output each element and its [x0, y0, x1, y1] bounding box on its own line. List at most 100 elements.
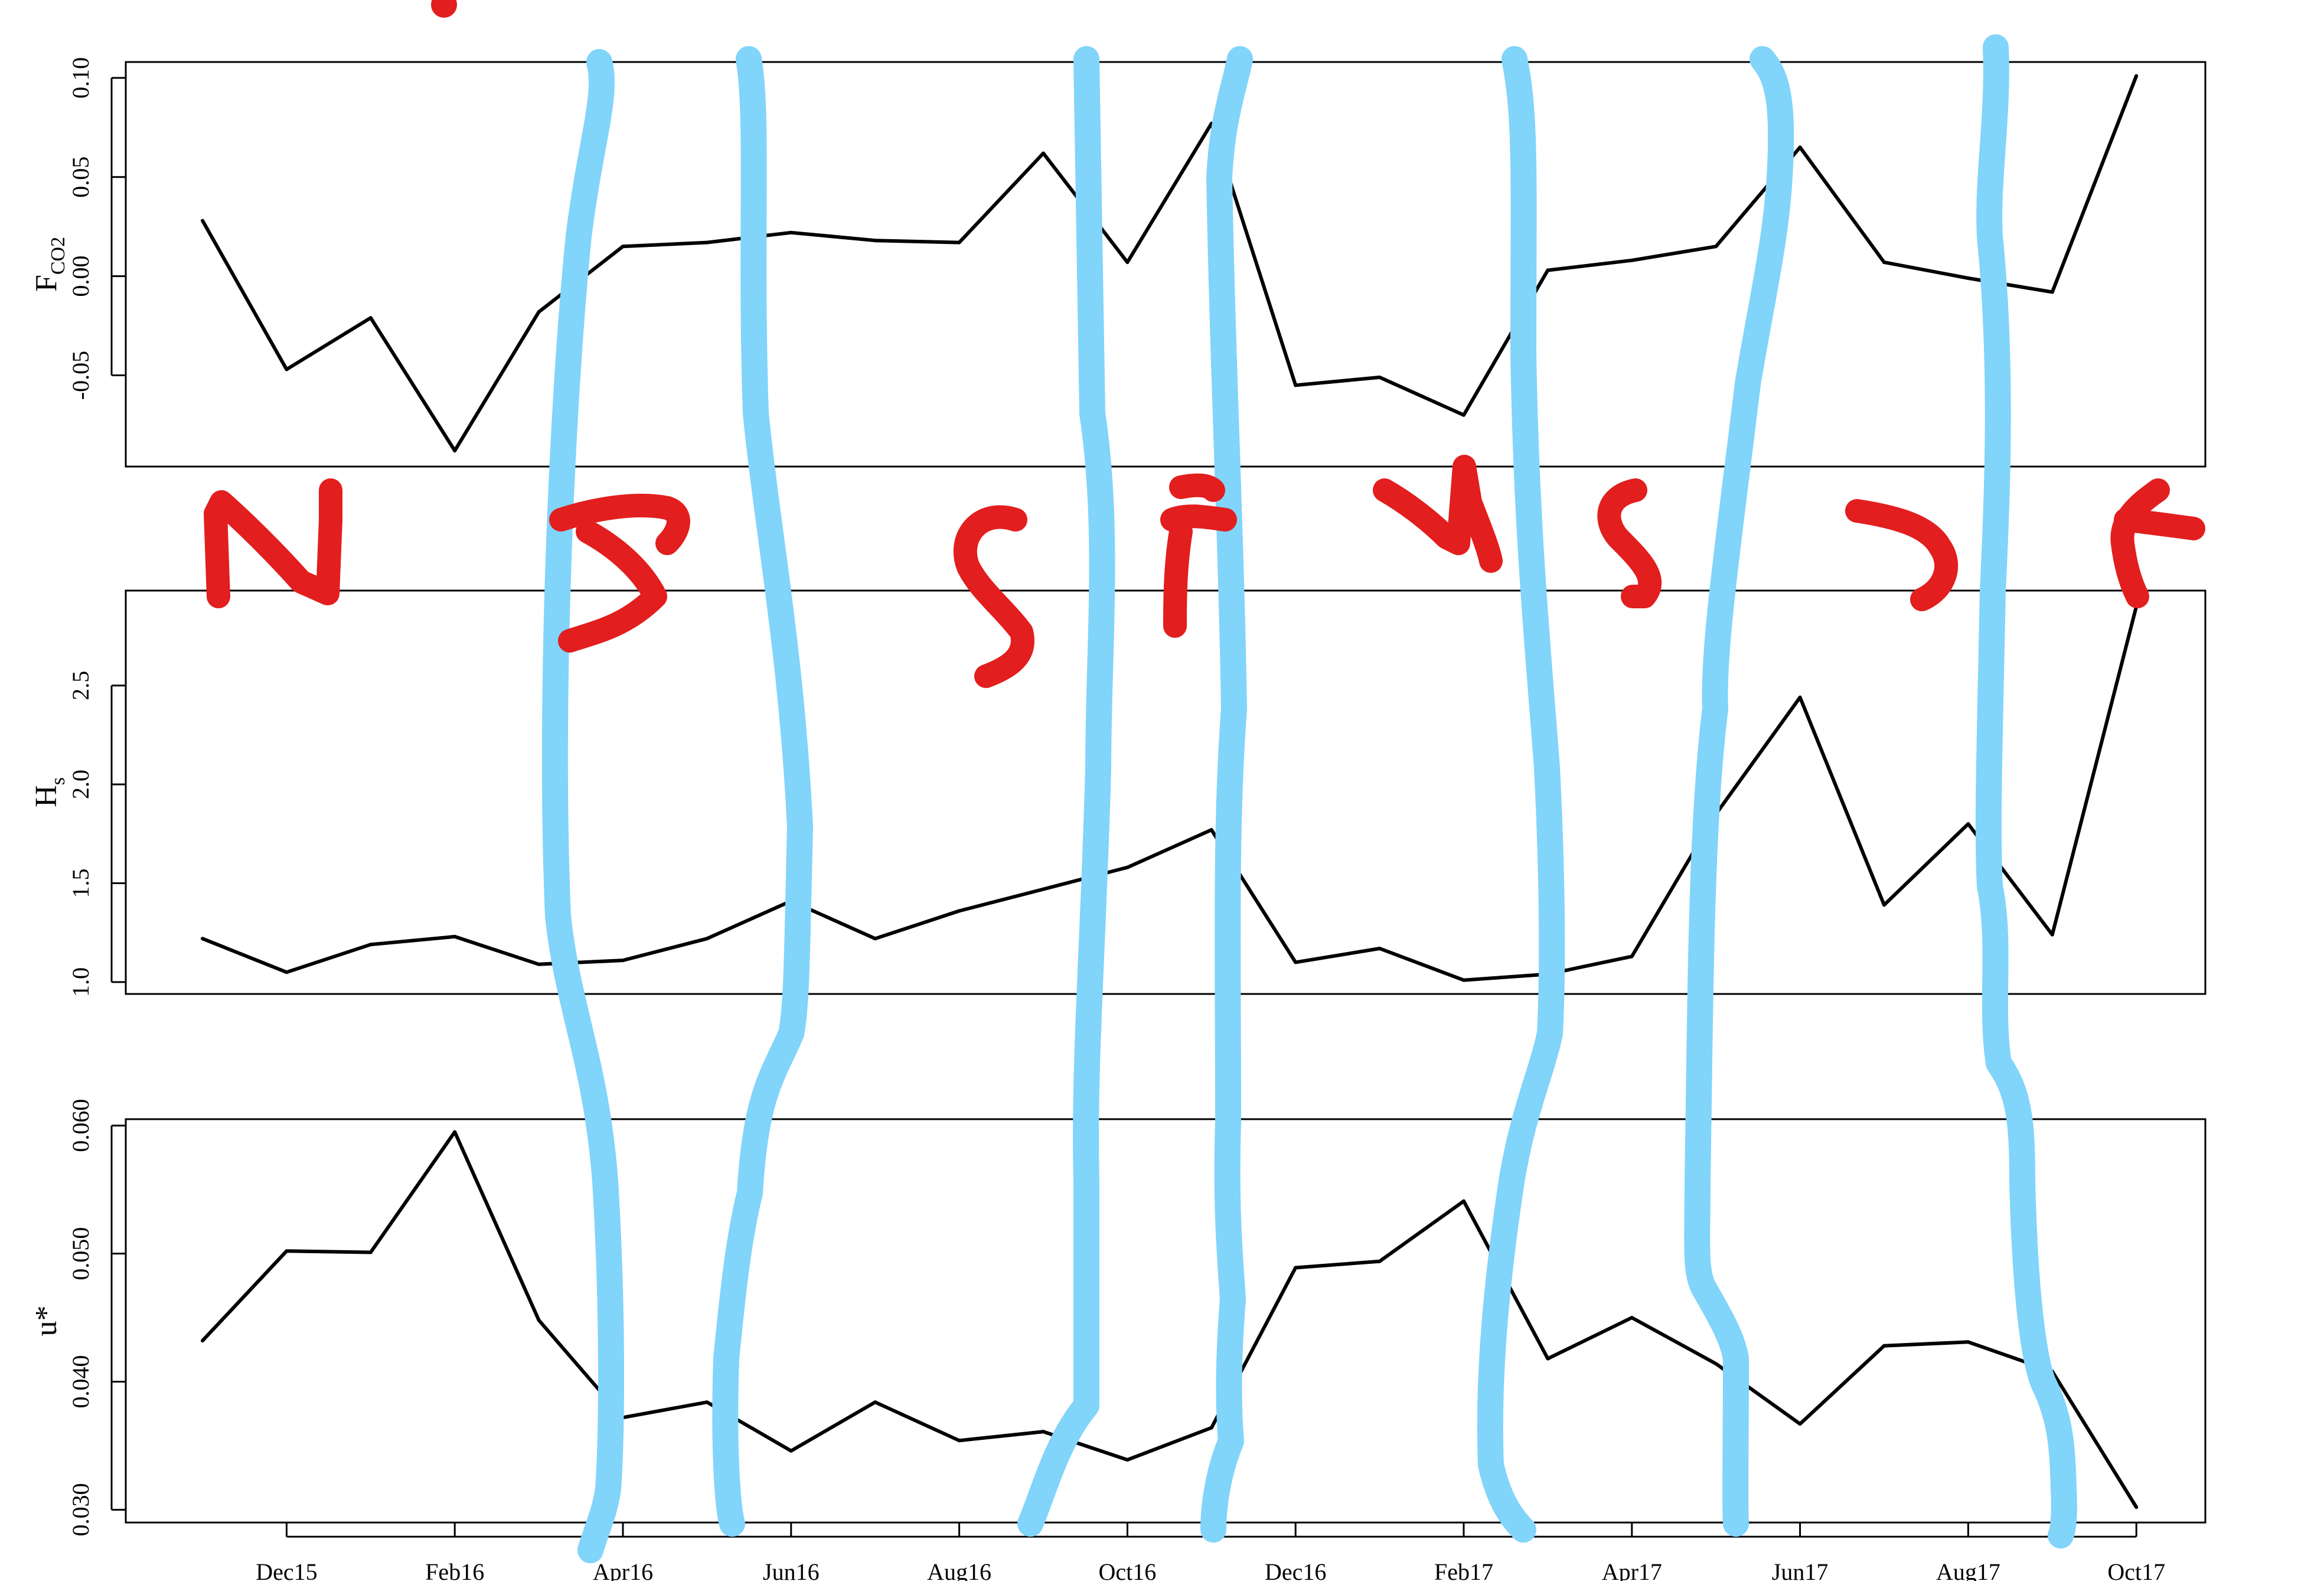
data-point — [1125, 865, 1130, 869]
y-axis-title-subscript: CO2 — [47, 237, 69, 275]
panel-3: 0.030 0.040 0.050 0.060 u* — [30, 1099, 2207, 1536]
x-tick-label: Aug17 — [1936, 1559, 2000, 1581]
season-letter-5 — [1373, 455, 1503, 573]
y-axis-title: FCO2 — [30, 237, 69, 292]
divider-line-3 — [1017, 46, 1115, 1537]
data-point — [537, 1318, 541, 1322]
data-point — [285, 970, 289, 974]
data-point — [2050, 290, 2054, 294]
season-letter-3 — [953, 505, 1034, 688]
data-point — [1042, 151, 1045, 155]
series-line — [201, 606, 2139, 982]
season-letter-8 — [2110, 478, 2205, 608]
data-point — [368, 1250, 373, 1254]
y-tick-label: 0.00 — [67, 256, 94, 297]
data-point — [1378, 947, 1382, 950]
y-tick-label: 1.5 — [67, 869, 94, 898]
y-tick-label: 2.5 — [67, 671, 94, 700]
chart-panels: -0.05 0.00 0.05 0.10 FCO2 1.0 1.5 2.0 2.5 Hs 0.030… — [30, 57, 2207, 1536]
data-point — [1294, 1266, 1298, 1270]
y-tick-label: 0.040 — [67, 1355, 94, 1409]
data-point — [873, 239, 877, 243]
y-axis-title-main: F — [30, 275, 63, 292]
y-axis-title: u* — [30, 1306, 63, 1336]
data-point — [1882, 903, 1886, 907]
data-point — [2134, 74, 2139, 78]
red-dot — [431, 0, 457, 18]
x-tick-label: Dec16 — [1265, 1559, 1326, 1581]
y-axis-title-main: H — [30, 785, 63, 807]
data-point — [705, 1400, 709, 1404]
hand-drawn-season-letters — [204, 0, 2205, 688]
data-point — [621, 245, 625, 249]
x-tick-label: Apr16 — [593, 1559, 653, 1581]
data-point — [1462, 978, 1465, 982]
data-point — [1042, 887, 1045, 891]
data-point — [1966, 276, 1970, 280]
x-tick-label: Aug16 — [927, 1559, 991, 1581]
data-point — [957, 240, 961, 245]
data-point — [1462, 413, 1465, 417]
data-point — [1966, 1340, 1970, 1344]
data-point — [1882, 260, 1886, 265]
season-letter-4 — [1160, 473, 1237, 638]
season-letter-6 — [1597, 478, 1662, 608]
data-point — [1798, 695, 1802, 699]
x-tick-label: Apr17 — [1602, 1559, 1662, 1581]
y-tick-label: 0.050 — [67, 1227, 94, 1280]
data-point — [1378, 1259, 1382, 1263]
data-point — [621, 959, 625, 963]
data-point — [453, 449, 457, 453]
panel-1: -0.05 0.00 0.05 0.10 FCO2 — [30, 57, 2207, 468]
plot-frame — [125, 589, 2207, 995]
data-point — [873, 937, 877, 941]
data-point — [1630, 258, 1634, 262]
season-letter-1 — [204, 478, 342, 608]
data-point — [1125, 1458, 1130, 1462]
data-point — [1546, 268, 1550, 272]
series-line — [201, 75, 2138, 453]
divider-line-5 — [1477, 46, 1565, 1543]
plot-frame — [125, 1118, 2207, 1524]
data-point — [1378, 375, 1382, 379]
x-tick-label: Oct17 — [2107, 1559, 2165, 1581]
data-point — [1209, 1426, 1213, 1430]
x-tick-label: Feb17 — [1434, 1559, 1493, 1581]
data-point — [1546, 1357, 1550, 1361]
data-point — [789, 1449, 793, 1453]
x-axis: Dec15 Feb16 Apr16 Jun16 Aug16 Oct16 Dec16 Feb17… — [256, 1523, 2165, 1581]
panel-2: 1.0 1.5 2.0 2.5 Hs — [30, 589, 2207, 997]
data-point — [873, 1400, 877, 1404]
data-point — [1209, 828, 1213, 832]
data-point — [1714, 1362, 1718, 1366]
plot-frame — [125, 61, 2207, 468]
data-point — [1882, 1344, 1886, 1348]
data-point — [1798, 145, 1802, 149]
data-point — [1294, 960, 1298, 964]
x-tick-label: Oct16 — [1099, 1559, 1157, 1581]
data-point — [537, 962, 541, 966]
x-tick-label: Jun17 — [1772, 1559, 1829, 1581]
data-point — [1966, 822, 1970, 826]
data-point — [453, 1130, 457, 1134]
season-letter-2 — [549, 494, 690, 653]
y-axis-title: Hs — [30, 777, 69, 807]
data-point — [1798, 1422, 1802, 1426]
data-point — [368, 943, 373, 947]
x-tick-label: Dec15 — [256, 1559, 317, 1581]
divider-line-2 — [712, 46, 813, 1537]
y-tick-label: 1.0 — [67, 967, 94, 997]
divider-line-1 — [541, 49, 624, 1563]
y-tick-label: -0.05 — [67, 351, 94, 400]
data-point — [705, 937, 709, 941]
data-point — [537, 310, 541, 314]
divider-line-7 — [1975, 34, 2077, 1549]
data-point — [2134, 1505, 2139, 1509]
x-tick-label: Feb16 — [425, 1559, 484, 1581]
data-point — [368, 316, 373, 320]
y-axis-title-subscript: s — [47, 777, 69, 785]
hand-drawn-divider-lines — [541, 34, 2077, 1563]
data-point — [201, 937, 204, 941]
series-line — [201, 1130, 2138, 1508]
